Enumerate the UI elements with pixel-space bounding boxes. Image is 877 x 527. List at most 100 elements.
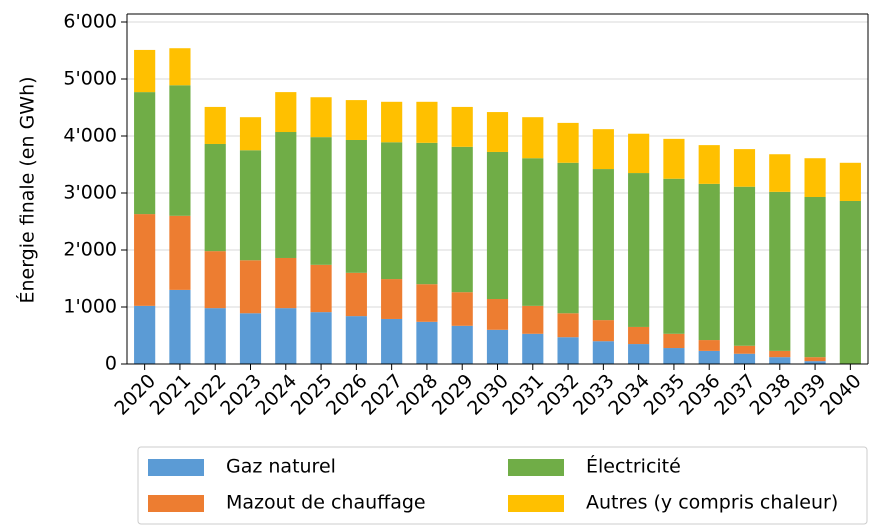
bar-segment [239, 260, 262, 314]
bar-segment [486, 112, 509, 152]
bar-segment [486, 151, 509, 300]
bar-segment [381, 318, 403, 364]
bar-segment [769, 350, 791, 358]
bar-segment [522, 305, 544, 334]
bar-segment [310, 264, 332, 313]
bar-segment [416, 284, 438, 322]
y-tick-label: 3'000 [63, 182, 117, 204]
bar-segment [522, 158, 544, 306]
y-tick-label: 4'000 [63, 125, 117, 147]
bar-segment [628, 173, 650, 327]
bar-segment [416, 142, 438, 285]
bar-segment [204, 308, 226, 364]
bar-segment [698, 340, 720, 351]
y-tick-label: 1'000 [63, 296, 117, 318]
bar-segment [204, 251, 226, 309]
bar-segment [275, 92, 297, 133]
bar-segment [381, 101, 403, 143]
legend-label: Électricité [586, 455, 681, 478]
bar-segment [804, 158, 826, 197]
bar-segment [592, 129, 614, 170]
legend-label: Gaz naturel [226, 456, 336, 478]
bar-segment [451, 106, 473, 147]
bar-segment [275, 257, 297, 309]
bar-segment [663, 333, 685, 349]
legend-swatch [508, 459, 564, 476]
y-tick-label: 6'000 [63, 11, 117, 33]
legend-swatch [508, 495, 564, 512]
bar-segment [310, 97, 332, 138]
bar-segment [769, 154, 791, 192]
bar-segment [557, 122, 579, 163]
bar-segment [592, 341, 614, 364]
bar-segment [310, 312, 332, 364]
bar-segment [769, 191, 791, 351]
bar-segment [804, 361, 826, 364]
bar-segment [557, 162, 579, 314]
bar-segment [522, 117, 544, 159]
bar-segment [522, 333, 544, 364]
bar-segment [310, 137, 332, 265]
bar-segment [769, 357, 791, 364]
bar-segment [663, 178, 685, 334]
bar-segment [698, 145, 720, 184]
bar-segment [134, 305, 156, 364]
bar-segment [275, 308, 297, 364]
bar-segment [345, 316, 367, 364]
bar-segment [345, 139, 367, 273]
bar-segment [733, 345, 756, 354]
bar-segment [628, 133, 650, 174]
bar-segment [416, 101, 438, 143]
bar-segment [169, 215, 191, 290]
bar-segment [557, 337, 579, 364]
bar-segment [698, 183, 720, 341]
y-tick-label: 5'000 [63, 68, 117, 90]
bar-segment [275, 132, 297, 258]
bar-segment [486, 329, 509, 364]
bar-segment [239, 117, 262, 151]
bar-segment [345, 100, 367, 140]
bar-segment [804, 357, 826, 362]
bar-segment [698, 350, 720, 364]
bar-segment [169, 48, 191, 86]
bar-segment [239, 150, 262, 261]
bar-segment [416, 321, 438, 364]
y-tick-label: 0 [105, 353, 117, 375]
bar-segment [239, 313, 262, 364]
bar-segment [451, 292, 473, 326]
bar-segment [134, 92, 156, 215]
legend-box [137, 446, 868, 525]
legend-swatch [148, 495, 204, 512]
bar-segment [628, 344, 650, 364]
bar-segment [733, 353, 756, 364]
bar-segment [134, 49, 156, 93]
bar-segment [134, 214, 156, 306]
bar-segment [381, 279, 403, 319]
bar-segment [663, 348, 685, 364]
bar-segment [204, 143, 226, 252]
bar-segment [592, 169, 614, 321]
bar-segment [169, 289, 191, 364]
bar-segment [381, 142, 403, 280]
bar-segment [345, 272, 367, 317]
y-axis-label: Énergie finale (en GWh) [16, 76, 39, 303]
bar-segment [628, 326, 650, 345]
bar-segment [804, 196, 826, 358]
bar-segment [557, 313, 579, 338]
legend-swatch [148, 459, 204, 476]
bar-segment [486, 299, 509, 330]
legend-label: Mazout de chauffage [226, 492, 426, 514]
legend-label: Autres (y compris chaleur) [586, 492, 838, 514]
bar-segment [663, 138, 685, 179]
bar-segment [839, 200, 861, 364]
bar-segment [839, 162, 861, 201]
bar-segment [592, 320, 614, 342]
bar-segment [733, 186, 756, 346]
bar-segment [451, 146, 473, 293]
y-tick-label: 2'000 [63, 239, 117, 261]
bar-segment [169, 85, 191, 216]
x-tick-label: 2040 [816, 370, 866, 420]
bar-segment [733, 149, 756, 187]
bar-segment [451, 325, 473, 364]
